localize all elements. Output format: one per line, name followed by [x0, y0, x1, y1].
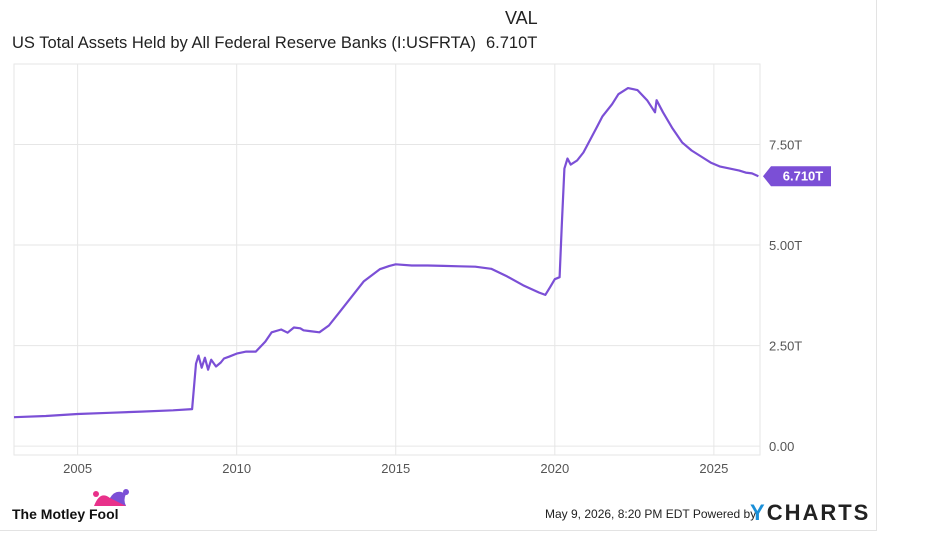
logo-text: The Motley Fool — [12, 506, 119, 522]
series-line — [13, 86, 759, 419]
y-tick-label: 0.00 — [769, 439, 794, 454]
y-tick-label: 2.50T — [769, 339, 802, 354]
plot-area — [13, 63, 761, 456]
powered-by-text: Powered by — [692, 507, 757, 521]
ycharts-logo-y: Y — [750, 500, 767, 525]
timestamp-text: May 9, 2026, 8:20 PM EDT — [545, 507, 690, 521]
legend-value-header: VAL — [505, 8, 538, 28]
x-tick-label: 2025 — [699, 461, 728, 476]
legend-series-name: US Total Assets Held by All Federal Rese… — [12, 34, 477, 52]
jester-hat-icon — [93, 489, 129, 506]
y-tick-label: 7.50T — [769, 137, 802, 152]
x-tick-label: 2010 — [222, 461, 251, 476]
x-tick-label: 2015 — [381, 461, 410, 476]
y-tick-label: 5.00T — [769, 238, 802, 253]
x-tick-label: 2005 — [63, 461, 92, 476]
footer-timestamp: May 9, 2026, 8:20 PM EDT Powered by — [545, 507, 756, 521]
last-value-label: 6.710T — [783, 169, 824, 184]
ycharts-logo-text: CHARTS — [766, 500, 871, 525]
last-value-badge — [763, 166, 831, 187]
legend-series-value: 6.710T — [486, 34, 538, 52]
x-tick-label: 2020 — [540, 461, 569, 476]
ycharts-logo[interactable]: YCHARTS — [750, 500, 870, 526]
